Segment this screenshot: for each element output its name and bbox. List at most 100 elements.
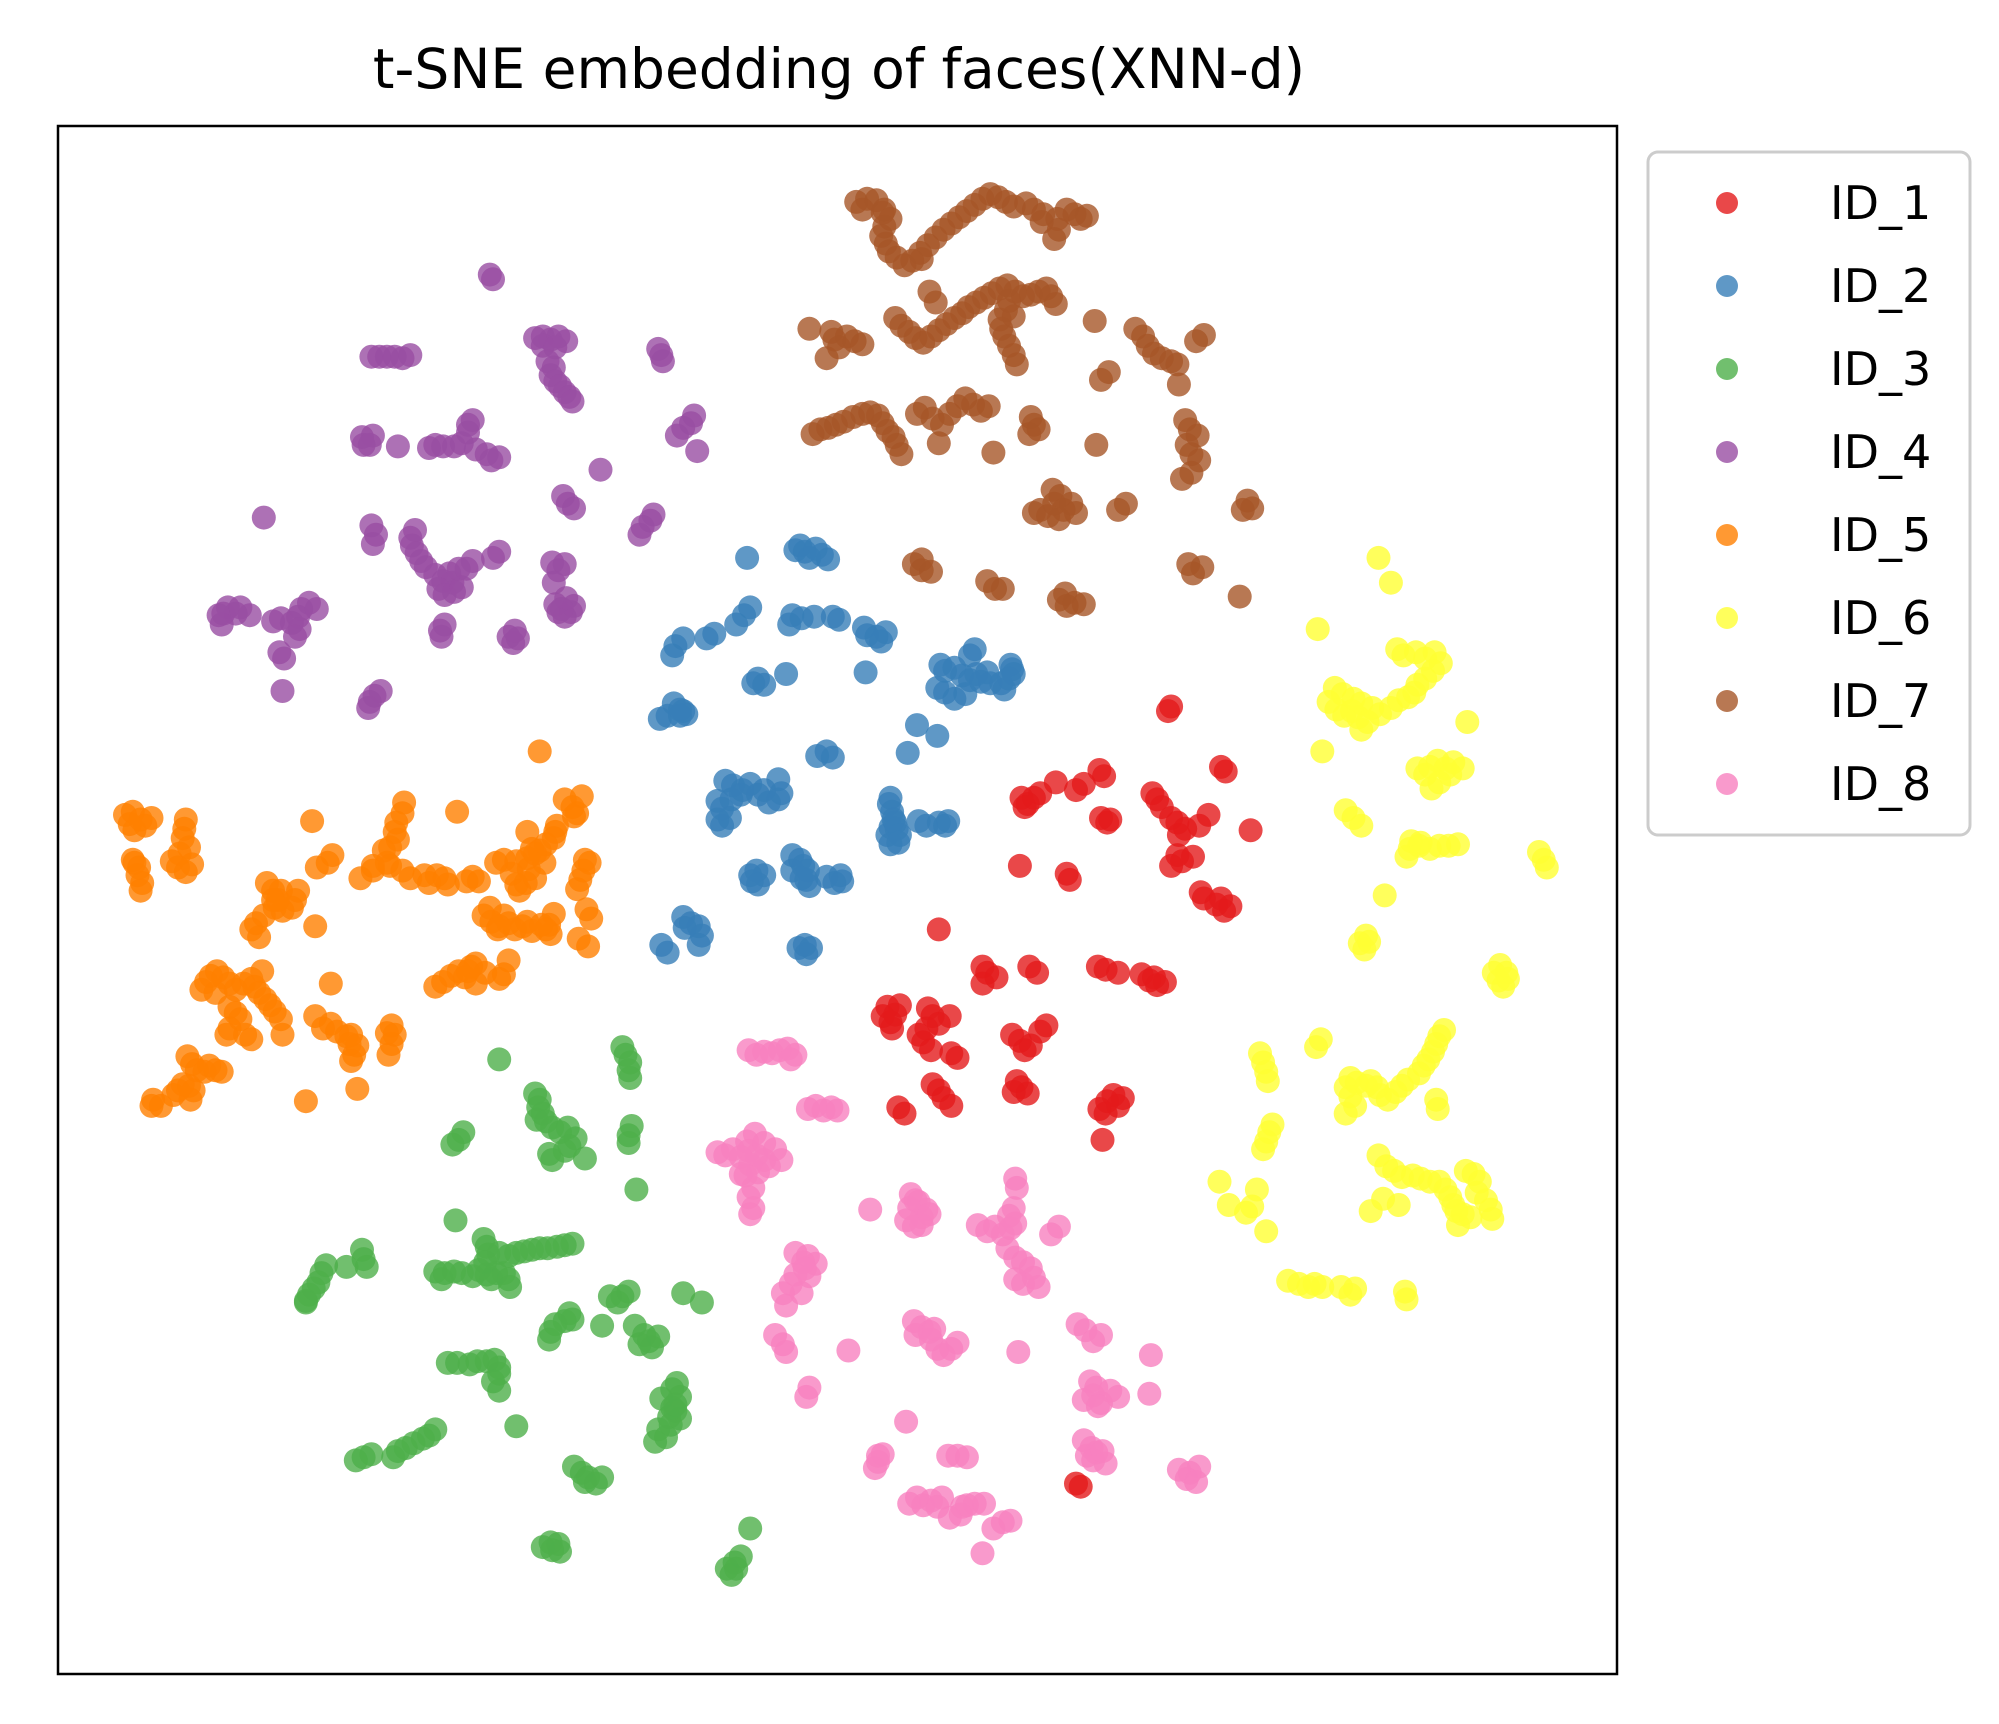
- point-id-2-65: [820, 745, 845, 770]
- point-id-1-23: [1064, 778, 1088, 803]
- series-id-7: [797, 182, 1265, 618]
- point-id-8-102: [1085, 1394, 1110, 1419]
- point-id-8-128: [972, 1491, 996, 1516]
- point-id-8-86: [945, 1330, 970, 1355]
- series-id-1: [870, 694, 1263, 1499]
- point-id-1-66: [1012, 1038, 1037, 1063]
- point-id-4-98: [206, 603, 231, 628]
- legend-item-id-1: ID_1: [1716, 176, 1931, 230]
- point-id-5-136: [270, 1022, 295, 1047]
- point-id-6-56: [1372, 883, 1397, 908]
- point-id-5-88: [286, 878, 311, 903]
- point-id-2-18: [694, 626, 719, 651]
- point-id-7-159: [1053, 581, 1078, 606]
- point-id-4-47: [685, 439, 710, 464]
- point-id-6-30: [1310, 739, 1335, 764]
- legend-marker: [1716, 192, 1738, 214]
- legend-item-id-2: ID_2: [1716, 259, 1931, 313]
- point-id-1-46: [1025, 960, 1050, 985]
- point-id-8-78: [774, 1340, 799, 1364]
- point-id-7-151: [909, 547, 934, 572]
- point-id-6-40: [1419, 776, 1444, 801]
- point-id-2-90: [878, 832, 903, 857]
- point-id-3-131: [738, 1516, 763, 1541]
- series-id-6: [1207, 545, 1559, 1312]
- point-id-5-77: [565, 877, 590, 902]
- point-id-1-68: [1034, 1013, 1059, 1038]
- legend-marker: [1716, 607, 1738, 629]
- point-id-7-29: [923, 290, 948, 315]
- point-id-4-119: [270, 679, 295, 703]
- point-id-2-57: [647, 706, 672, 731]
- legend-item-id-7: ID_7: [1716, 674, 1931, 728]
- point-id-8-125: [1184, 1470, 1209, 1494]
- point-id-1-26: [1238, 818, 1263, 843]
- point-id-8-113: [954, 1445, 979, 1470]
- point-id-7-93: [1096, 360, 1121, 385]
- point-id-6-28: [1349, 717, 1374, 742]
- point-id-3-28: [443, 1208, 468, 1233]
- point-id-2-13: [777, 612, 802, 637]
- point-id-4-22: [398, 343, 423, 368]
- point-id-5-6: [122, 818, 147, 843]
- point-id-3-95: [487, 1378, 512, 1403]
- point-id-8-28: [769, 1148, 794, 1173]
- point-id-6-87: [1333, 1101, 1358, 1126]
- point-id-2-127: [794, 942, 819, 967]
- point-id-7-31: [870, 200, 895, 225]
- point-id-1-76: [1152, 970, 1177, 994]
- point-id-2-79: [769, 781, 794, 806]
- point-id-5-184: [148, 1093, 173, 1118]
- point-id-8-56: [1046, 1214, 1071, 1239]
- point-id-6-2: [1305, 617, 1330, 642]
- point-id-1-3: [1092, 764, 1117, 789]
- point-id-4-96: [283, 624, 307, 649]
- point-id-8-46: [917, 1202, 942, 1227]
- point-id-4-112: [502, 618, 527, 643]
- point-id-5-30: [300, 809, 325, 834]
- legend-label: ID_3: [1830, 342, 1931, 396]
- point-id-4-55: [627, 522, 652, 547]
- point-id-4-94: [304, 597, 329, 621]
- point-id-4-117: [368, 679, 393, 703]
- point-id-2-115: [828, 863, 853, 888]
- point-id-5-151: [376, 1042, 401, 1067]
- point-id-6-138: [1343, 1276, 1368, 1301]
- point-id-5-4: [139, 806, 164, 830]
- point-id-6-55: [1534, 855, 1559, 880]
- legend-marker: [1716, 358, 1738, 380]
- point-id-8-74: [792, 1256, 817, 1281]
- point-id-4-105: [549, 597, 574, 621]
- legend-label: ID_6: [1830, 591, 1931, 645]
- legend-label: ID_1: [1830, 176, 1931, 230]
- point-id-7-144: [1113, 491, 1138, 516]
- point-id-8-141: [998, 1508, 1023, 1533]
- point-id-6-1: [1378, 570, 1403, 595]
- point-id-2-16: [724, 612, 749, 637]
- legend-items: ID_1 ID_2 ID_3 ID_4 ID_5 ID_6 ID_7 ID_8: [1716, 176, 1931, 811]
- point-id-8-135: [930, 1485, 954, 1510]
- point-id-4-118: [356, 696, 381, 720]
- point-id-4-1: [481, 267, 505, 292]
- point-id-4-78: [487, 539, 512, 564]
- point-id-1-16: [1187, 813, 1212, 838]
- point-id-2-30: [869, 629, 894, 654]
- point-id-5-20: [128, 878, 153, 903]
- point-id-3-26: [616, 1131, 641, 1155]
- point-id-3-65: [498, 1275, 523, 1299]
- legend-item-id-8: ID_8: [1716, 757, 1931, 811]
- point-id-1-25: [1098, 807, 1123, 832]
- point-id-5-181: [345, 1076, 370, 1101]
- point-id-1-24: [1043, 770, 1068, 795]
- point-id-6-49: [1446, 832, 1470, 857]
- series-id-8: [705, 1036, 1212, 1566]
- point-id-8-54: [1003, 1211, 1028, 1236]
- point-id-6-123: [1386, 1193, 1411, 1217]
- point-id-3-79: [590, 1313, 615, 1338]
- legend-item-id-6: ID_6: [1716, 591, 1931, 645]
- point-id-4-108: [429, 624, 454, 649]
- point-id-6-52: [1408, 830, 1433, 855]
- point-id-5-162: [485, 917, 510, 942]
- point-id-1-33: [1057, 867, 1082, 892]
